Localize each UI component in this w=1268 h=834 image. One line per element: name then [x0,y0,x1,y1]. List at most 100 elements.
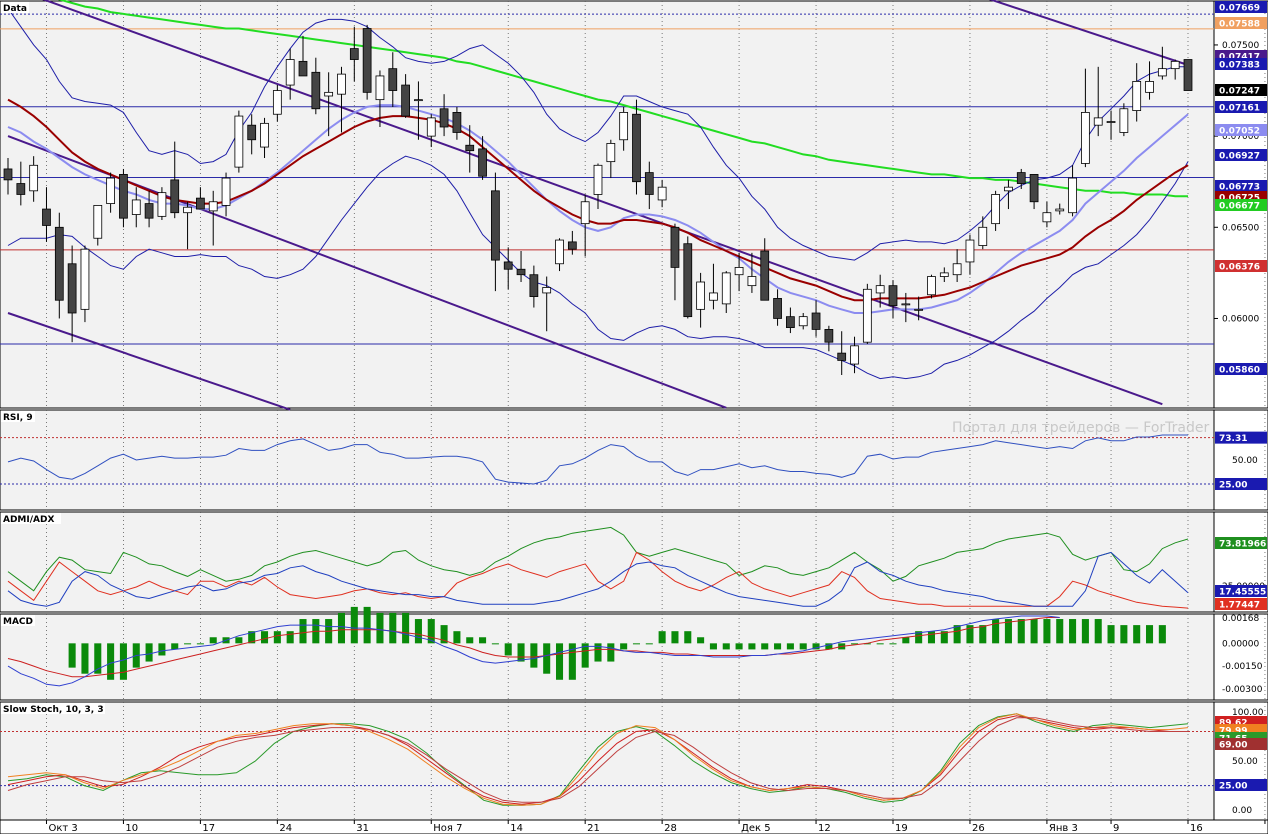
macd-hist-bar-23 [363,606,371,644]
candle-body-60 [773,298,782,319]
macd-hist-bar-59 [825,643,833,650]
admi-badge-2: 1.77447 [1219,601,1260,611]
candle-body-27 [349,48,359,60]
price-badge-12: 0.05860 [1219,366,1260,376]
candle-body-14 [183,206,192,214]
macd-hist-bar-29 [440,625,448,644]
macd-hist-bar-22 [350,606,358,644]
candle-body-34 [439,108,449,128]
price-badge-7: 0.06927 [1219,152,1260,162]
panel-2 [0,511,1268,613]
x-tick-label-3: 24 [279,823,292,834]
macd-hist-bar-81 [1107,625,1115,644]
admi-panel-title: ADMI/ADX [3,515,54,525]
candle-body-5 [67,263,77,314]
macd-hist-bar-2 [94,643,102,674]
macd-hist-bar-21 [337,612,346,644]
macd-hist-bar-31 [466,637,474,644]
macd-hist-bar-54 [761,643,769,650]
macd-hist-bar-67 [927,631,936,644]
candle-body-76 [978,226,988,246]
x-tick-label-6: 14 [510,823,523,834]
candle-body-7 [93,205,103,239]
macd-hist-bar-51 [722,643,730,650]
x-axis: Окт 3 10 17 24 31 Ноя 7 14 21 28 Дек 5 12 19 26 Янв 3… [0,819,1268,834]
macd-panel-title: MACD [3,617,33,627]
candle-body-50 [644,172,654,195]
price-badge-8-bg [1215,180,1267,192]
macd-hist-bar-0 [68,643,76,668]
candle-body-59 [760,250,770,301]
price-badge-12-bg [1215,363,1267,375]
macd-hist-bar-26 [402,612,410,644]
x-tick-label-9: Дек 5 [741,823,771,834]
stoch-panel-title: Slow Stoch, 10, 3, 3 [3,705,104,715]
candle-body-85 [1093,117,1103,126]
x-tick-label-16: 23 [1267,823,1268,834]
candle-body-3 [42,208,51,226]
macd-hist-bar-69 [953,625,961,644]
macd-hist-bar-85 [1158,625,1166,644]
macd-hist-bar-11 [209,637,217,644]
macd-hist-bar-38 [555,643,564,680]
stoch-line-darkred [7,717,1188,803]
panel-3-axis-area [1213,613,1268,701]
candle-body-75 [965,239,975,263]
rsi-title-bg [1,411,35,422]
rsi-panel: 50.00 73.31 25.00 RSI, 9 [0,411,1267,491]
panel-1 [0,409,1268,511]
x-tick-label-11: 19 [895,823,908,834]
candle-body-38 [491,190,500,261]
candle-body-52 [670,226,680,268]
macd-hist-bar-80 [1094,619,1102,644]
price-panel: 0.07500 0.07000 0.06500 0.06000 Data 0.07669 0… [0,0,1267,411]
rsi-badge-upper-bg [1215,431,1267,444]
candle-body-2 [29,164,39,192]
admi-badge-1-bg [1215,585,1267,597]
macd-hist-bar-82 [1120,625,1128,644]
price-badge-6-bg [1215,124,1267,136]
candle-body-61 [786,316,795,328]
candle-body-49 [632,113,641,183]
macd-hist-bar-14 [248,631,256,644]
candle-body-46 [593,164,603,195]
candle-body-37 [478,148,487,177]
candle-body-41 [529,274,539,297]
candle-body-8 [106,177,115,204]
candle-body-29 [375,75,385,101]
x-tick-label-7: 21 [587,823,600,834]
macd-hist-bar-24 [376,612,384,644]
macd-hist-bar-62 [863,643,871,645]
candle-body-57 [734,267,744,276]
candle-body-62 [798,316,808,327]
macd-hist-bar-30 [453,631,461,644]
macd-hist-bar-4 [119,643,127,680]
macd-signal-line [7,617,1060,678]
macd-hist-bar-46 [658,631,666,644]
stoch-ytick-2: 0.00 [1232,806,1252,816]
macd-hist-bar-58 [812,643,820,650]
panel-3 [0,613,1268,701]
candle-body-91 [1170,60,1180,70]
candle-body-26 [337,73,346,95]
price-badge-0-bg [1215,1,1267,13]
candle-body-79 [1016,172,1026,184]
candle-body-78 [1004,186,1013,192]
macd-hist-bar-9 [184,643,192,645]
price-badge-5: 0.07161 [1219,104,1260,114]
macd-hist-bar-50 [709,643,717,650]
rsi-ytick-0: 50.00 [1232,456,1258,466]
candle-body-39 [503,261,513,270]
x-tick-label-1: 10 [125,823,138,834]
candle-body-90 [1157,68,1167,77]
macd-panel: 0.00000 -0.00150 -0.00300 0.00168 MACD [1,606,1263,695]
price-badge-10-bg [1215,199,1267,211]
x-axis-bg [0,819,1268,834]
candle-body-83 [1068,177,1077,214]
candle-body-55 [709,292,718,301]
candle-body-19 [247,124,257,141]
macd-hist-bar-76 [1043,619,1051,644]
x-tick-label-4: 31 [356,823,369,834]
stoch-title-bg [1,703,105,714]
